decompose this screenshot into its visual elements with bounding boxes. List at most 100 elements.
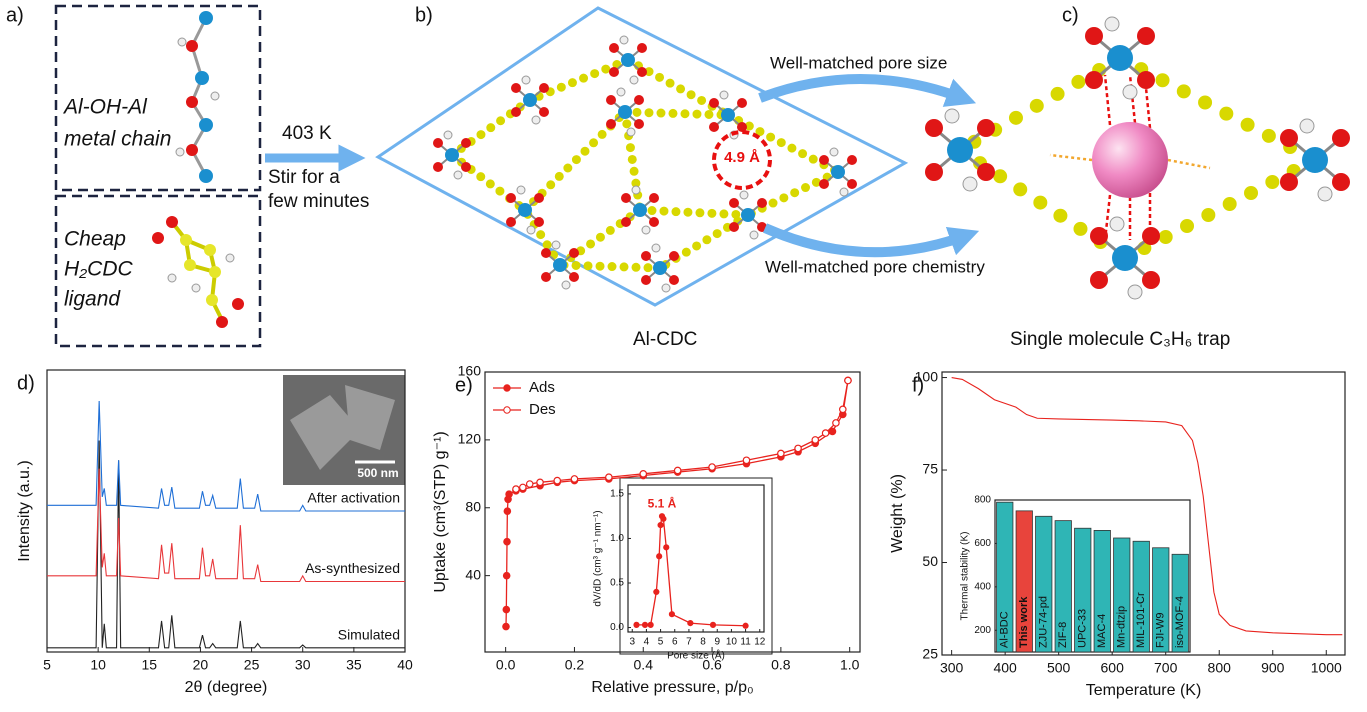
condition: Stir for a — [268, 167, 340, 188]
x-tick-label: 0.2 — [565, 657, 585, 673]
propylene — [1092, 122, 1168, 198]
bar-label: iso-MOF-4 — [1174, 596, 1186, 648]
marker — [502, 571, 511, 580]
annotation: 5.1 Å — [648, 495, 677, 510]
y-tick-label: 100 — [915, 368, 939, 384]
bar-label: Mn-dtzip — [1116, 606, 1128, 648]
marker — [663, 544, 670, 551]
x-axis-label: 2θ (degree) — [185, 679, 268, 696]
y-tick-label: 40 — [465, 566, 481, 582]
marker — [668, 611, 676, 618]
y-axis-label: Thermal stability (K) — [960, 532, 971, 621]
x-tick-label: 7 — [686, 637, 692, 648]
marker — [794, 444, 802, 453]
y-axis-label: Weight (%) — [889, 474, 906, 553]
y-tick-label: 80 — [465, 498, 481, 514]
bar-label: FJI-W9 — [1155, 613, 1167, 648]
y-tick-label: 0.5 — [610, 578, 624, 589]
x-tick-label: 25 — [244, 657, 260, 673]
marker — [673, 466, 682, 475]
x-tick-label: 700 — [1154, 660, 1178, 676]
unit-cell — [375, 6, 909, 307]
marker — [657, 521, 664, 529]
x-tick-label: 30 — [295, 657, 311, 673]
panel-c: c) Single molecule C₃H₆ trap — [923, 4, 1352, 350]
x-tick-label: 8 — [700, 637, 706, 648]
marker — [512, 485, 520, 493]
marker — [605, 473, 613, 482]
bar — [1015, 510, 1033, 653]
bar — [1113, 537, 1131, 653]
y-tick-label: 800 — [974, 495, 991, 506]
framework-name: Al-CDC — [633, 329, 697, 350]
marker — [742, 456, 751, 465]
trap-name: Single molecule C₃H₆ trap — [1010, 329, 1230, 350]
marker — [641, 621, 649, 628]
series-line — [515, 380, 849, 490]
bar-label: ZIF-8 — [1057, 622, 1069, 648]
marker — [519, 483, 527, 492]
marker — [811, 436, 820, 444]
panel-label: b) — [415, 4, 433, 26]
ligand-label: H₂CDC — [64, 258, 134, 281]
marker — [653, 588, 660, 596]
y-tick-label: 400 — [974, 581, 991, 592]
y-tick-label: 600 — [974, 538, 991, 549]
marker — [832, 419, 840, 427]
marker — [647, 621, 654, 628]
arrow — [758, 74, 977, 107]
y-tick-label: 50 — [922, 553, 938, 569]
y-tick-label: 0.0 — [610, 622, 624, 633]
marker — [660, 515, 667, 522]
x-tick-label: 0.0 — [496, 657, 516, 673]
marker — [639, 470, 648, 478]
legend-marker — [503, 384, 511, 392]
x-tick-label: 5 — [658, 637, 664, 648]
x-tick-label: 0.4 — [634, 657, 654, 673]
x-tick-label: 3 — [629, 637, 635, 648]
bar — [1171, 553, 1189, 653]
ligand-label: ligand — [64, 288, 121, 311]
y-axis-label: Uptake (cm³(STP) g⁻¹) — [432, 431, 449, 592]
marker — [505, 490, 513, 498]
series-line — [951, 377, 1343, 636]
x-tick-label: 15 — [141, 657, 157, 673]
marker — [536, 478, 544, 487]
bar — [996, 501, 1014, 653]
panel-label: f) — [912, 374, 924, 396]
bar — [1132, 540, 1150, 653]
x-tick-label: 35 — [346, 657, 362, 673]
bar-label: MIL-101-Cr — [1135, 592, 1147, 648]
marker — [838, 405, 847, 414]
marker — [844, 376, 852, 385]
metal-chain — [175, 11, 220, 183]
y-tick-label: 1.5 — [610, 489, 624, 500]
arrow-label: Well-matched pore size — [770, 53, 947, 72]
x-tick-label: 40 — [397, 657, 413, 673]
bar-label: UPC-33 — [1077, 609, 1089, 648]
x-tick-label: 800 — [1208, 660, 1232, 676]
condition: few minutes — [268, 191, 369, 212]
y-tick-label: 25 — [922, 646, 938, 662]
bar — [1093, 530, 1111, 653]
legend-label: Ads — [529, 379, 555, 396]
scale-label: 500 nm — [357, 466, 398, 480]
y-tick-label: 160 — [458, 363, 482, 379]
x-tick-label: 0.6 — [702, 657, 722, 673]
series-line — [47, 401, 405, 512]
panel-label: a) — [6, 4, 24, 26]
bar-label: Al-BDC — [999, 611, 1011, 648]
marker — [502, 622, 510, 631]
panel-a: a) Al-OH-Al metal chain Cheap H₂CDC liga… — [6, 4, 262, 348]
marker — [502, 605, 511, 614]
x-axis-label: Temperature (K) — [1086, 682, 1202, 699]
condition: 403 K — [282, 123, 332, 144]
marker — [687, 619, 694, 627]
legend-marker — [503, 406, 511, 414]
series-line — [47, 440, 405, 649]
pore-size: 4.9 Å — [724, 149, 760, 166]
plot-frame — [941, 371, 1346, 656]
sem-texture — [290, 385, 395, 470]
y-axis-label: dV/dD (cm³ g⁻¹ nm⁻¹) — [593, 510, 604, 606]
y-tick-label: 200 — [974, 625, 991, 636]
